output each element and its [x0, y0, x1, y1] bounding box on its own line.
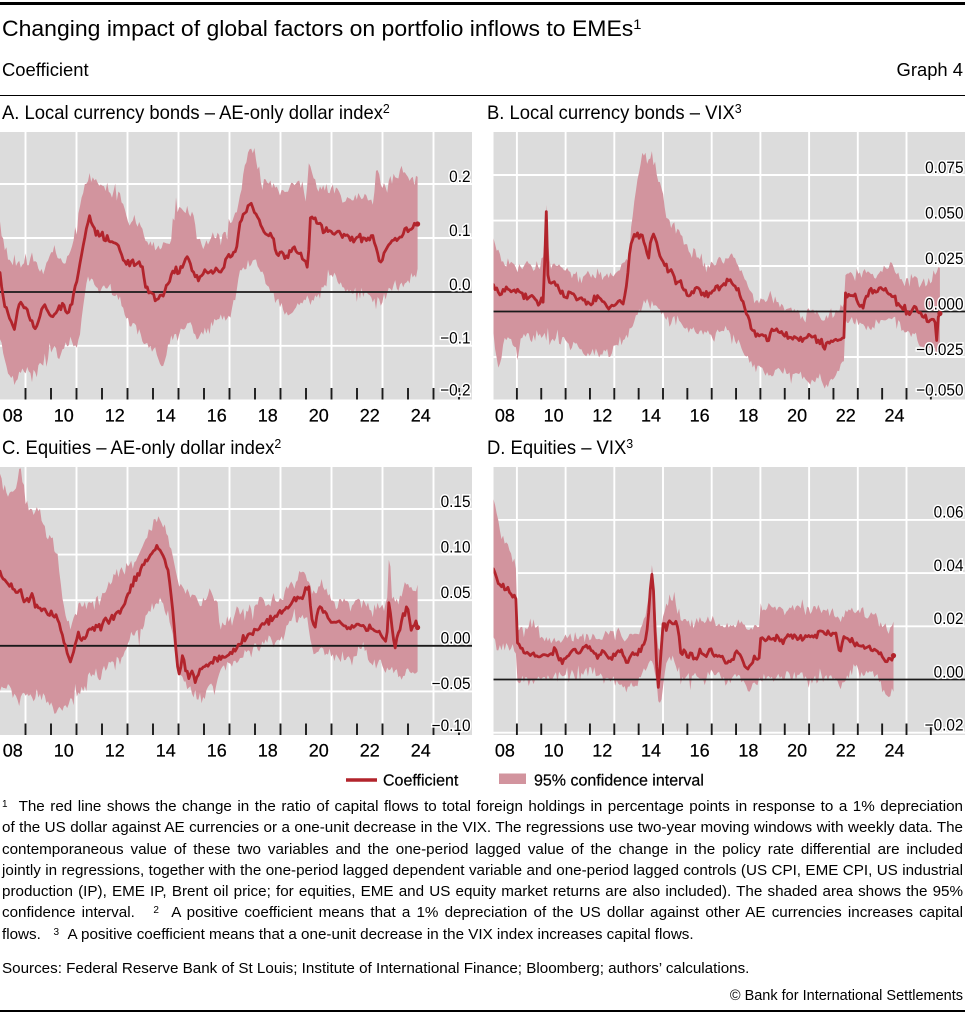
svg-text:−0.2: −0.2: [440, 382, 470, 400]
svg-text:22: 22: [360, 740, 380, 760]
svg-text:24: 24: [884, 740, 904, 760]
svg-text:10: 10: [544, 405, 564, 425]
svg-text:16: 16: [207, 405, 227, 425]
svg-text:12: 12: [592, 405, 612, 425]
svg-text:20: 20: [309, 405, 329, 425]
svg-text:0.1: 0.1: [449, 222, 470, 240]
svg-text:18: 18: [738, 405, 758, 425]
svg-text:20: 20: [309, 740, 329, 760]
svg-text:0.2: 0.2: [449, 168, 470, 186]
svg-text:08: 08: [495, 740, 515, 760]
svg-text:0.02: 0.02: [934, 610, 964, 628]
svg-text:−0.1: −0.1: [440, 330, 470, 348]
svg-text:14: 14: [641, 405, 661, 425]
svg-text:16: 16: [690, 740, 710, 760]
svg-text:0.0: 0.0: [449, 276, 470, 294]
svg-text:18: 18: [258, 740, 278, 760]
svg-text:0.025: 0.025: [925, 250, 963, 268]
svg-text:0.00: 0.00: [934, 663, 964, 681]
svg-text:0.06: 0.06: [934, 504, 964, 522]
svg-text:12: 12: [105, 740, 125, 760]
svg-text:10: 10: [54, 740, 74, 760]
svg-text:0.10: 0.10: [441, 538, 471, 556]
svg-text:10: 10: [54, 405, 74, 425]
svg-text:20: 20: [787, 740, 807, 760]
svg-text:22: 22: [360, 405, 380, 425]
svg-text:16: 16: [207, 740, 227, 760]
svg-text:−0.050: −0.050: [916, 382, 963, 400]
svg-text:10: 10: [544, 740, 564, 760]
svg-text:22: 22: [836, 740, 856, 760]
svg-text:18: 18: [258, 405, 278, 425]
svg-text:Coefficient: Coefficient: [383, 773, 459, 790]
svg-text:0.05: 0.05: [441, 584, 471, 602]
svg-text:0.000: 0.000: [925, 295, 963, 313]
svg-text:−0.02: −0.02: [925, 717, 964, 735]
svg-text:16: 16: [690, 405, 710, 425]
svg-text:0.050: 0.050: [925, 204, 963, 222]
svg-text:0.075: 0.075: [925, 159, 963, 177]
svg-text:24: 24: [884, 405, 904, 425]
svg-text:08: 08: [3, 405, 23, 425]
svg-text:0.15: 0.15: [441, 493, 471, 511]
svg-text:12: 12: [592, 740, 612, 760]
svg-text:14: 14: [641, 740, 661, 760]
svg-text:08: 08: [495, 405, 515, 425]
svg-text:14: 14: [156, 740, 176, 760]
svg-text:0.04: 0.04: [934, 557, 964, 575]
svg-text:24: 24: [411, 740, 431, 760]
svg-text:12: 12: [105, 405, 125, 425]
svg-text:95% confidence interval: 95% confidence interval: [534, 773, 704, 790]
svg-text:22: 22: [836, 405, 856, 425]
svg-text:24: 24: [411, 405, 431, 425]
svg-text:14: 14: [156, 405, 176, 425]
svg-text:0.00: 0.00: [441, 630, 471, 648]
svg-text:20: 20: [787, 405, 807, 425]
svg-text:18: 18: [738, 740, 758, 760]
svg-text:−0.10: −0.10: [432, 717, 471, 735]
svg-text:08: 08: [3, 740, 23, 760]
svg-text:−0.025: −0.025: [916, 341, 963, 359]
svg-text:−0.05: −0.05: [432, 675, 471, 693]
